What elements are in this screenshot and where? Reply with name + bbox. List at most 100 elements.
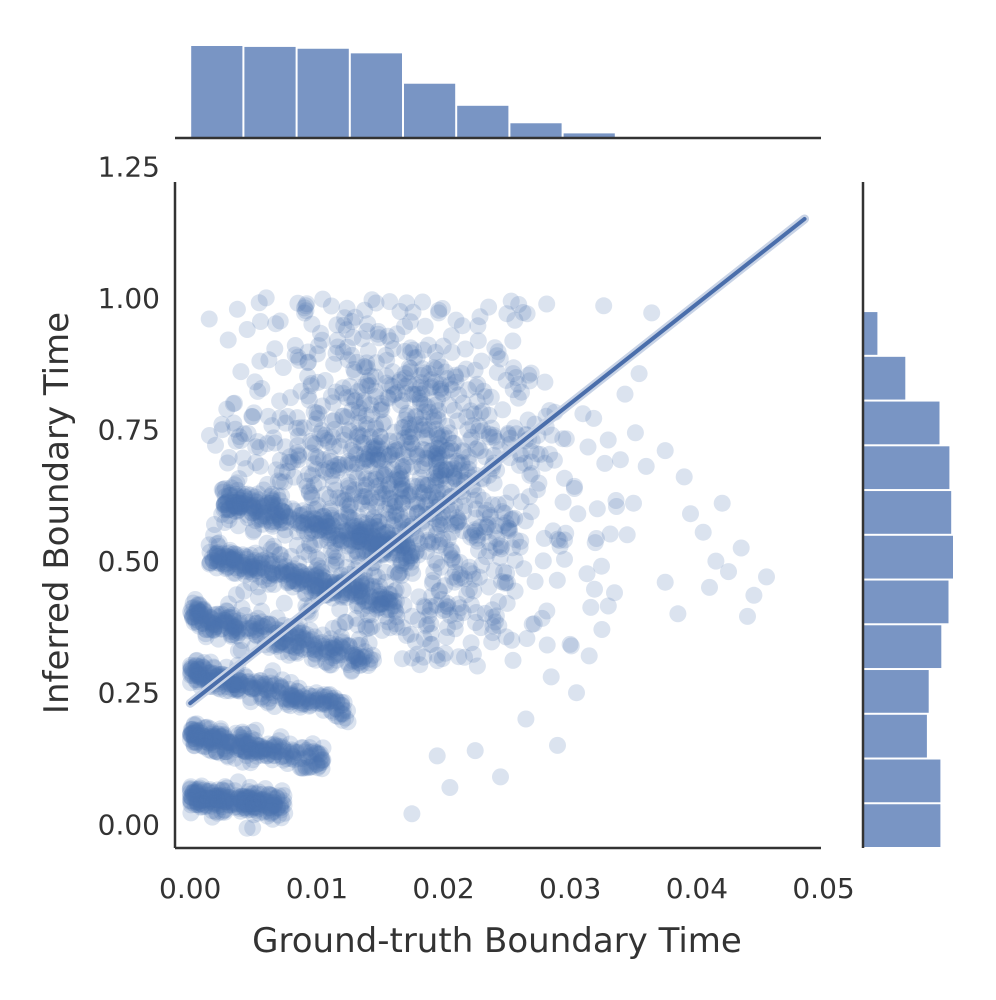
scatter-point [263,515,281,533]
scatter-point [265,576,283,593]
scatter-point [218,493,235,511]
scatter-point [314,451,332,469]
scatter-point [498,564,516,582]
scatter-point [359,372,377,390]
scatter-point [209,792,227,810]
scatter-point [307,460,325,478]
scatter-point [222,735,240,752]
scatter-point [340,421,358,439]
scatter-point [448,452,466,470]
scatter-point [299,353,317,371]
scatter-point [358,620,375,638]
scatter-point [327,707,345,725]
scatter-point [246,557,264,575]
scatter-point [338,408,356,426]
scatter-point [225,549,243,566]
scatter-point [482,388,500,406]
scatter-point [229,502,247,519]
scatter-point [291,419,309,437]
scatter-point [283,563,301,581]
scatter-point [207,743,225,761]
scatter-point [329,645,346,663]
scatter-point [189,660,207,678]
scatter-point [334,492,352,510]
scatter-point [342,496,359,514]
scatter-point [423,378,441,395]
scatter-point [205,526,223,544]
scatter-point [220,511,238,529]
scatter-point [330,531,348,548]
scatter-point [263,684,281,702]
scatter-point [331,455,349,473]
scatter-point [242,574,260,592]
scatter-point [415,648,433,666]
scatter-point [371,489,388,507]
scatter-point [267,512,285,530]
scatter-point [263,492,281,510]
scatter-point [277,565,295,583]
scatter-point [436,644,454,662]
scatter-point [186,730,204,748]
scatter-point [278,750,296,768]
scatter-point [464,645,482,663]
scatter-point [202,728,220,746]
scatter-point [257,792,274,810]
scatter-point [261,742,279,760]
scatter-point [251,672,269,690]
scatter-point [396,482,414,500]
scatter-point [321,529,339,547]
scatter-point [483,633,501,651]
scatter-point [245,617,263,635]
scatter-point [367,471,385,488]
scatter-point [448,570,466,588]
scatter-point [284,638,302,656]
scatter-point [404,385,422,403]
scatter-point [327,552,345,570]
scatter-point [404,458,422,476]
scatter-point [346,363,364,381]
scatter-point [251,457,269,475]
scatter-point [346,444,364,462]
scatter-point [377,367,395,385]
scatter-point [192,798,210,816]
scatter-point [390,565,408,583]
scatter-point [306,641,324,659]
scatter-point [299,503,317,521]
scatter-point [305,403,323,421]
scatter-point [379,327,397,345]
scatter-point [235,800,253,818]
scatter-point [352,575,370,593]
scatter-point [226,620,244,638]
scatter-point [355,392,373,409]
scatter-point [469,375,487,393]
scatter-point [338,495,356,513]
scatter-point [194,727,212,745]
scatter-point [305,536,323,554]
scatter-point [187,656,205,674]
scatter-point [213,732,231,750]
scatter-point [351,524,369,541]
scatter-point [190,603,208,621]
scatter-point [186,781,204,799]
scatter-point [193,607,211,625]
scatter-point [456,570,474,588]
scatter-point [254,742,272,760]
scatter-point [266,743,284,761]
scatter-point [447,612,465,630]
scatter-point [283,750,301,768]
scatter-point [325,641,343,659]
scatter-point [208,743,225,761]
scatter-point [311,687,329,705]
scatter-point [322,656,340,674]
scatter-point [234,731,252,749]
scatter-point [512,493,530,511]
scatter-point [365,567,383,585]
scatter-point [229,682,247,700]
scatter-point [215,611,233,629]
scatter-point [375,525,393,543]
scatter-point [194,601,212,619]
scatter-point [292,516,310,534]
scatter-point [416,403,434,421]
scatter-point [192,666,210,684]
scatter-point [239,797,256,815]
